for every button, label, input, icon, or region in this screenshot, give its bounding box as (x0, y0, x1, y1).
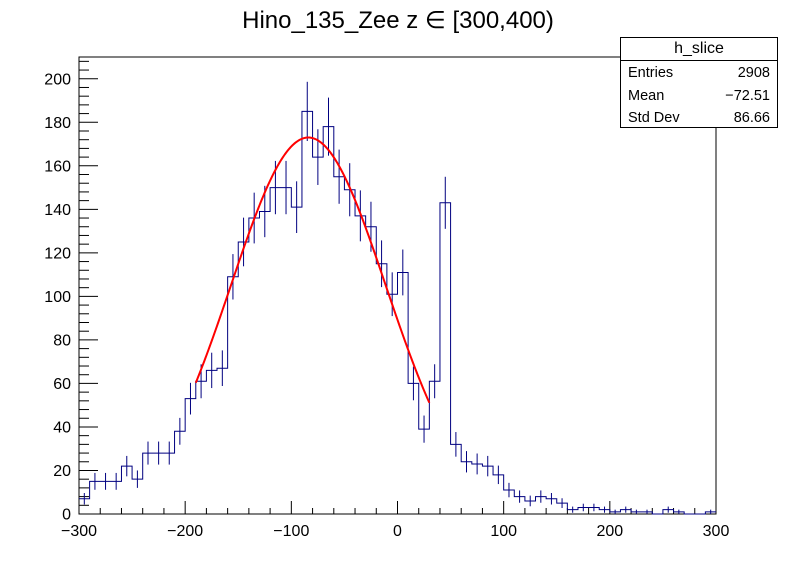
histogram-bin (302, 111, 313, 514)
histogram-bin (228, 277, 239, 514)
histogram-bin (238, 242, 249, 514)
histogram-bin (217, 368, 228, 514)
stats-mean-label: Mean (628, 87, 665, 104)
y-tick-label: 0 (62, 507, 71, 524)
y-tick-label: 120 (44, 245, 71, 262)
histogram-bin (334, 177, 345, 514)
x-tick-label: −200 (167, 523, 203, 540)
histogram-bin (291, 207, 302, 514)
axis-tick-labels: −300 −200 −100 0 100 200 300 0 20 40 60 80 100 120 140… (44, 71, 729, 540)
axis-ticks (78, 60, 717, 515)
histogram-bin (270, 188, 281, 514)
x-tick-label: 200 (596, 523, 623, 540)
histogram-bars (79, 110, 716, 515)
y-tick-label: 180 (44, 115, 71, 132)
y-tick-label: 100 (44, 289, 71, 306)
histogram-bin (249, 218, 260, 514)
histogram-bin (376, 264, 387, 514)
stats-row-entries: Entries 2908 (621, 61, 777, 84)
gaussian-fit-curve (194, 136, 431, 404)
histogram-bin (440, 203, 451, 514)
stats-entries-value: 2908 (737, 65, 770, 81)
x-tick-label: −100 (273, 523, 309, 540)
histogram-bin (281, 188, 292, 514)
y-tick-label: 80 (53, 332, 71, 349)
error-bars (83, 81, 712, 514)
histogram-bin (196, 381, 207, 514)
histogram-bin (366, 227, 377, 514)
histogram-bin (408, 383, 419, 514)
histogram-bin (344, 190, 355, 514)
stats-stddev-label: Std Dev (628, 110, 680, 126)
histogram-bin (185, 399, 196, 514)
y-tick-label: 200 (44, 71, 71, 88)
y-tick-label: 20 (53, 463, 71, 480)
histogram-outline (79, 110, 716, 515)
y-tick-label: 160 (44, 158, 71, 175)
y-tick-label: 60 (53, 376, 71, 393)
stats-mean-value: −72.51 (725, 87, 770, 104)
histogram-bin (398, 272, 409, 514)
stats-row-mean: Mean −72.51 (621, 84, 777, 107)
stats-box: h_slice Entries 2908 Mean −72.51 Std Dev… (620, 37, 778, 128)
y-tick-label: 140 (44, 202, 71, 219)
x-tick-label: −300 (61, 523, 97, 540)
y-tick-label: 40 (53, 419, 71, 436)
histogram-bin (259, 212, 270, 514)
stats-entries-label: Entries (628, 65, 674, 81)
histogram-bin (387, 294, 398, 514)
chart-title: Hino_135_Zee z ∈ [300,400) (242, 7, 554, 34)
histogram-bin (206, 370, 217, 514)
x-tick-label: 300 (703, 523, 730, 540)
histogram-bin (313, 157, 324, 514)
stats-stddev-value: 86.66 (733, 110, 770, 126)
x-tick-label: 100 (490, 523, 517, 540)
stats-box-title: h_slice (621, 38, 777, 61)
x-tick-label: 0 (393, 523, 402, 540)
histogram-bin (355, 216, 366, 514)
stats-row-stddev: Std Dev 86.66 (621, 106, 777, 129)
histogram-bin (323, 127, 334, 514)
histogram-bin (429, 381, 440, 514)
